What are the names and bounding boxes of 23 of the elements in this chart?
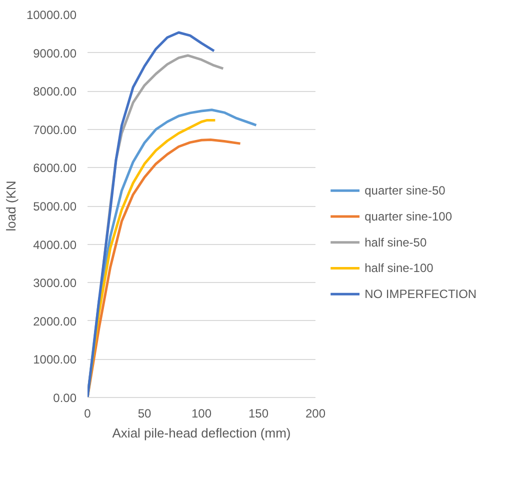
x-tick-label: 50 bbox=[138, 406, 152, 420]
y-tick-label: 8000.00 bbox=[33, 84, 77, 99]
legend-label: NO IMPERFECTION bbox=[364, 287, 477, 302]
x-tick-label: 0 bbox=[84, 406, 92, 420]
y-tick-label: 5000.00 bbox=[33, 200, 77, 214]
x-tick-label: 150 bbox=[248, 406, 269, 420]
y-axis-title: load (KN bbox=[3, 180, 18, 232]
y-tick-label: 1000.00 bbox=[33, 352, 77, 367]
legend-label: quarter sine-50 bbox=[364, 184, 446, 198]
x-axis-title: Axial pile-head deflection (mm) bbox=[112, 426, 291, 440]
y-tick-label: 2000.00 bbox=[33, 314, 77, 328]
y-tick-label: 7000.00 bbox=[33, 122, 77, 137]
y-tick-label: 9000.00 bbox=[33, 46, 77, 60]
y-tick-label: 10000.00 bbox=[26, 8, 77, 22]
y-tick-label: 3000.00 bbox=[33, 276, 77, 290]
x-tick-label: 200 bbox=[305, 406, 326, 420]
x-tick-label: 100 bbox=[191, 406, 212, 420]
legend-label: half sine-100 bbox=[364, 261, 434, 276]
y-tick-label: 0.00 bbox=[53, 391, 77, 405]
y-tick-label: 6000.00 bbox=[33, 161, 77, 176]
y-tick-label: 4000.00 bbox=[33, 238, 77, 252]
legend-label: half sine-50 bbox=[364, 235, 427, 250]
legend-label: quarter sine-100 bbox=[364, 210, 452, 224]
